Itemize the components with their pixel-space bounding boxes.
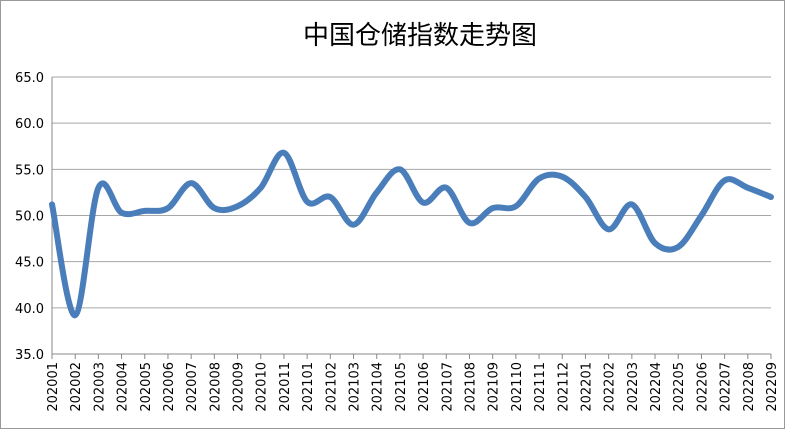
x-tick-label: 202110 <box>510 362 525 412</box>
y-tick-label: 65.0 <box>15 71 44 86</box>
x-tick-label: 202011 <box>278 362 293 412</box>
x-tick-label: 202207 <box>719 362 734 412</box>
x-tick-label: 202208 <box>742 362 757 412</box>
x-tick-label: 202205 <box>672 362 687 412</box>
x-tick-label: 202004 <box>116 362 131 412</box>
y-tick-label: 60.0 <box>15 117 44 132</box>
x-tick-label: 202106 <box>417 362 432 412</box>
x-tick-label: 202009 <box>232 362 247 412</box>
y-tick-label: 35.0 <box>15 348 44 363</box>
y-tick-label: 55.0 <box>15 163 44 178</box>
y-tick-label: 50.0 <box>15 210 44 225</box>
x-tick-label: 202102 <box>324 362 339 412</box>
x-tick-label: 202209 <box>765 362 780 412</box>
x-tick-label: 202202 <box>603 362 618 412</box>
x-tick-label: 202112 <box>556 362 571 412</box>
x-tick-label: 202010 <box>255 362 270 412</box>
x-tick-label: 202111 <box>533 362 548 412</box>
chart-title: 中国仓储指数走势图 <box>303 21 537 51</box>
x-tick-label: 202001 <box>46 362 61 412</box>
x-tick-label: 202105 <box>394 362 409 412</box>
x-tick-label: 202006 <box>162 362 177 412</box>
y-tick-label: 40.0 <box>15 302 44 317</box>
x-tick-label: 202003 <box>92 362 107 412</box>
x-tick-label: 202206 <box>695 362 710 412</box>
x-tick-label: 202201 <box>579 362 594 412</box>
x-tick-label: 202101 <box>301 362 316 412</box>
x-tick-label: 202002 <box>69 362 84 412</box>
x-tick-label: 202103 <box>348 362 363 412</box>
x-tick-label: 202108 <box>463 362 478 412</box>
x-tick-label: 202109 <box>487 362 502 412</box>
x-tick-label: 202204 <box>649 362 664 412</box>
line-series <box>49 149 774 319</box>
y-tick-label: 45.0 <box>15 256 44 271</box>
x-tick-label: 202104 <box>371 362 386 412</box>
x-tick-label: 202203 <box>626 362 641 412</box>
x-tick-label: 202007 <box>185 362 200 412</box>
x-tick-label: 202008 <box>208 362 223 412</box>
x-tick-label: 202005 <box>139 362 154 412</box>
x-tick-label: 202107 <box>440 362 455 412</box>
